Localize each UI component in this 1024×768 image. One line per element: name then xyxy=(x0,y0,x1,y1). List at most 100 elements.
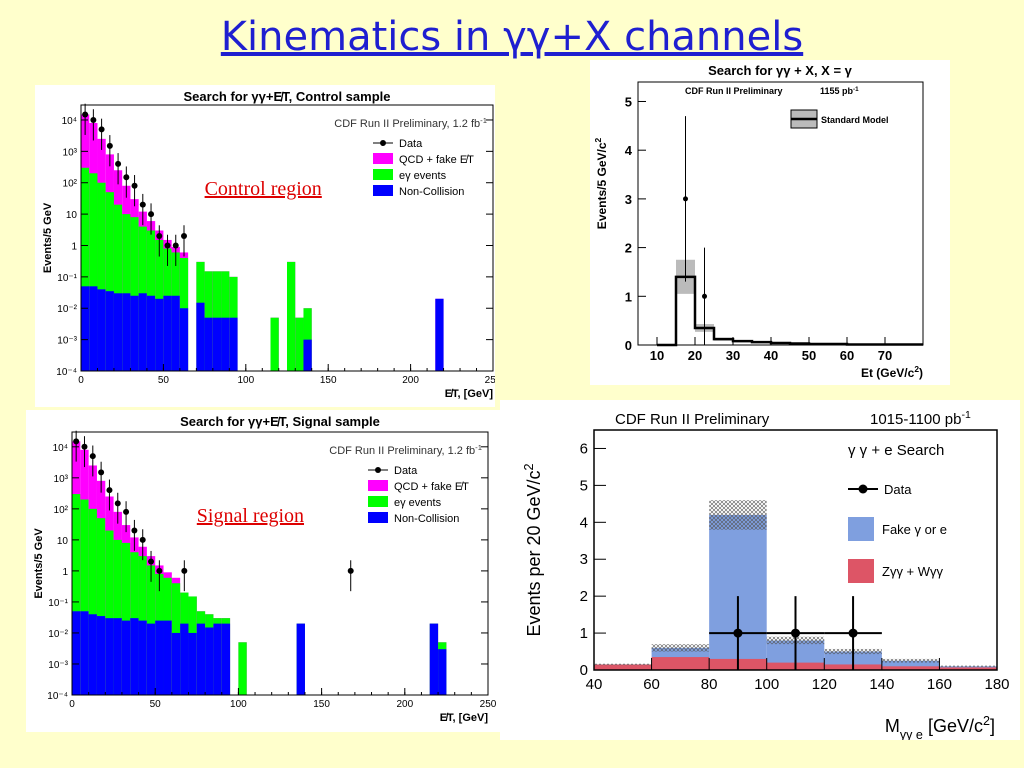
gge-ytick-label: 6 xyxy=(580,440,588,457)
signal-legend-swatch xyxy=(368,480,388,491)
gge-err-band xyxy=(594,663,652,666)
signal-legend-swatch xyxy=(368,496,388,507)
control-data-point xyxy=(139,201,146,208)
control-noncoll-bar xyxy=(163,295,172,371)
control-eg-bar xyxy=(89,173,98,371)
control-noncoll-bar xyxy=(303,339,312,371)
signal-noncoll-bar xyxy=(155,620,164,695)
gge-search-label: γ γ + e Search xyxy=(848,442,944,459)
gge-err-band xyxy=(651,644,710,652)
signal-data-point xyxy=(156,567,163,574)
control-data-point xyxy=(82,111,89,118)
signal-data-point xyxy=(98,469,105,476)
gx-xtick-label: 40 xyxy=(764,348,778,363)
signal-xtick-label: 250 xyxy=(480,699,497,710)
control-eg-bar xyxy=(81,167,90,371)
gx-ytick-label: 4 xyxy=(625,143,633,158)
control-legend-3: Non-Collision xyxy=(399,186,464,198)
signal-data-point xyxy=(106,487,113,494)
control-legend-data: Data xyxy=(399,138,423,150)
control-noncoll-bar xyxy=(212,317,222,371)
signal-noncoll-bar xyxy=(429,623,439,695)
signal-eg-bar xyxy=(96,518,106,695)
control-data-point xyxy=(131,182,138,189)
gge-legend-zgg-swatch xyxy=(848,559,874,583)
gge-xtick-label: 40 xyxy=(586,676,603,693)
signal-eg-bar xyxy=(121,542,131,695)
control-data-point xyxy=(90,116,97,123)
signal-ytick-label: 1 xyxy=(62,567,68,578)
gge-frame xyxy=(593,429,998,671)
gge-xtick-label: 160 xyxy=(927,676,952,693)
gge-err-band xyxy=(709,500,767,530)
gx-ytick-label: 2 xyxy=(625,241,632,256)
signal-legend-3: Non-Collision xyxy=(394,513,459,525)
gge-ylabel: Events per 20 GeV/c2 xyxy=(522,463,544,636)
signal-noncoll-bar xyxy=(113,618,122,695)
signal-xlabel: E̸T, [GeV] xyxy=(440,712,489,724)
gx-xtick-label: 20 xyxy=(688,348,702,363)
control-legend-2: eγ events xyxy=(399,170,447,182)
control-noncoll-bar xyxy=(155,298,164,371)
gge-xtick-label: 80 xyxy=(701,676,718,693)
control-eg-bar xyxy=(113,204,123,371)
gge-xtick-label: 120 xyxy=(812,676,837,693)
gge-data-point xyxy=(848,628,858,638)
signal-ytick-label: 10⁻¹ xyxy=(48,598,68,609)
gg-e-plot: CDF Run II Preliminary 1015-1100 pb-1 0 1 2 3… xyxy=(500,400,1020,740)
gx-ytick-label: 5 xyxy=(625,94,632,109)
signal-legend-swatch xyxy=(368,512,388,523)
gge-ytick-label: 5 xyxy=(580,477,588,494)
control-data-point xyxy=(181,233,187,240)
control-sample-svg: Search for γγ+E̸T, Control sample 10⁻⁴ 10⁻… xyxy=(42,89,495,400)
signal-noncoll-bar xyxy=(96,616,106,695)
signal-data-point xyxy=(123,508,130,515)
signal-eg-bar xyxy=(80,499,89,695)
control-ytick-label: 10 xyxy=(66,210,78,221)
signal-data-point xyxy=(89,453,96,460)
signal-data-point xyxy=(139,536,146,543)
gge-ytick-label: 0 xyxy=(580,662,588,679)
gge-err-band xyxy=(939,665,997,668)
signal-eg-bar xyxy=(113,539,122,695)
signal-noncoll-bar xyxy=(88,614,97,695)
gge-title: CDF Run II Preliminary xyxy=(615,411,770,428)
gge-legend-data-marker xyxy=(858,484,868,494)
control-legend-swatch xyxy=(373,153,393,164)
control-noncoll-bar xyxy=(89,286,98,371)
gx-annotation2: 1155 pb-1 xyxy=(820,86,859,97)
signal-noncoll-bar xyxy=(188,632,197,695)
gx-ylabel: Events/5 GeV/c2 xyxy=(593,137,609,229)
control-ytick-label: 10² xyxy=(63,179,78,190)
control-ytick-label: 1 xyxy=(71,241,77,252)
signal-data-point xyxy=(347,567,354,574)
signal-eg-bar xyxy=(88,508,97,695)
control-eg-bar xyxy=(287,261,296,371)
signal-noncoll-bar xyxy=(180,623,189,695)
gge-legend-zgg: Zγγ + Wγγ xyxy=(882,564,944,579)
control-noncoll-bar xyxy=(435,298,444,371)
gx-annotation: CDF Run II Preliminary xyxy=(685,86,783,96)
control-region-label: Control region xyxy=(205,178,322,200)
gge-legend-fake-swatch xyxy=(848,517,874,541)
gg-e-svg: CDF Run II Preliminary 1015-1100 pb-1 0 1 2 3… xyxy=(522,409,1010,740)
control-xlabel: E̸T, [GeV] xyxy=(445,388,494,400)
gamma-x-plot: Search for γγ + X, X = γ CDF Run II Preli… xyxy=(590,60,950,385)
control-data-point xyxy=(172,242,179,249)
signal-xtick-label: 0 xyxy=(69,699,75,710)
control-title: Search for γγ+E̸T, Control sample xyxy=(184,89,391,104)
signal-xtick-label: 50 xyxy=(150,699,162,710)
gge-ytick-label: 3 xyxy=(580,551,588,568)
control-noncoll-bar xyxy=(221,317,230,371)
gge-zgg-bar xyxy=(651,657,710,670)
control-xtick-label: 0 xyxy=(78,375,84,386)
control-ytick-label: 10⁴ xyxy=(62,116,77,127)
gx-xtick-label: 10 xyxy=(650,348,664,363)
gge-xtick-label: 100 xyxy=(754,676,779,693)
control-noncoll-bar xyxy=(229,317,238,371)
signal-legend-1: QCD + fake E̸T xyxy=(394,481,469,493)
signal-noncoll-bar xyxy=(105,618,114,695)
signal-data-point xyxy=(181,567,188,574)
signal-legend-data-marker xyxy=(375,467,381,473)
control-noncoll-bar xyxy=(130,295,139,371)
